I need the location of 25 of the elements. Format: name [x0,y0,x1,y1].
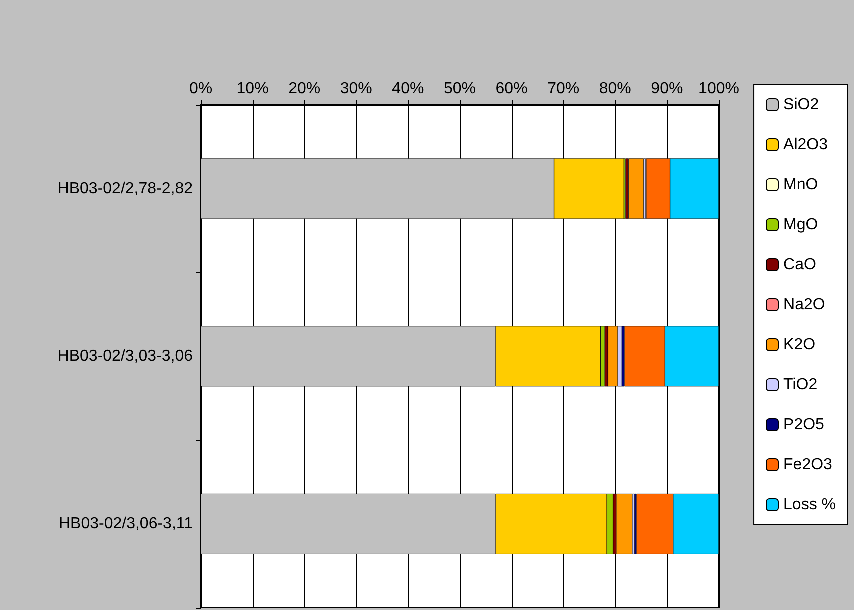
legend-label: MnO [784,176,818,194]
legend-label: Al2O3 [784,136,828,154]
legend-label: Na2O [784,296,826,314]
x-tick-label: 70% [548,80,580,98]
x-tick-label: 90% [651,80,684,98]
x-tick-label: 20% [288,80,321,98]
x-tick-label: 10% [236,80,269,98]
x-tick-label: 0% [189,80,213,98]
x-tick-label: 40% [392,80,424,98]
legend-label: Fe2O3 [784,456,833,474]
legend-label: K2O [784,336,816,354]
legend-label: MgO [784,216,818,234]
x-tick-label: 100% [698,80,740,98]
x-tick-label: 60% [496,80,528,98]
legend-label: Loss % [784,496,836,514]
y-tick-label: HB03-02/3,03-3,06 [58,348,194,365]
y-tick-label: HB03-02/3,06-3,11 [58,516,194,533]
legend-label: P2O5 [784,416,825,434]
legend-label: SiO2 [784,96,820,114]
x-tick-label: 30% [340,80,372,98]
x-tick-label: 80% [599,80,632,98]
legend-label: TiO2 [784,376,818,394]
x-tick-label: 50% [444,80,476,98]
y-tick-label: HB03-02/2,78-2,82 [58,180,194,198]
legend-label: CaO [784,256,816,274]
